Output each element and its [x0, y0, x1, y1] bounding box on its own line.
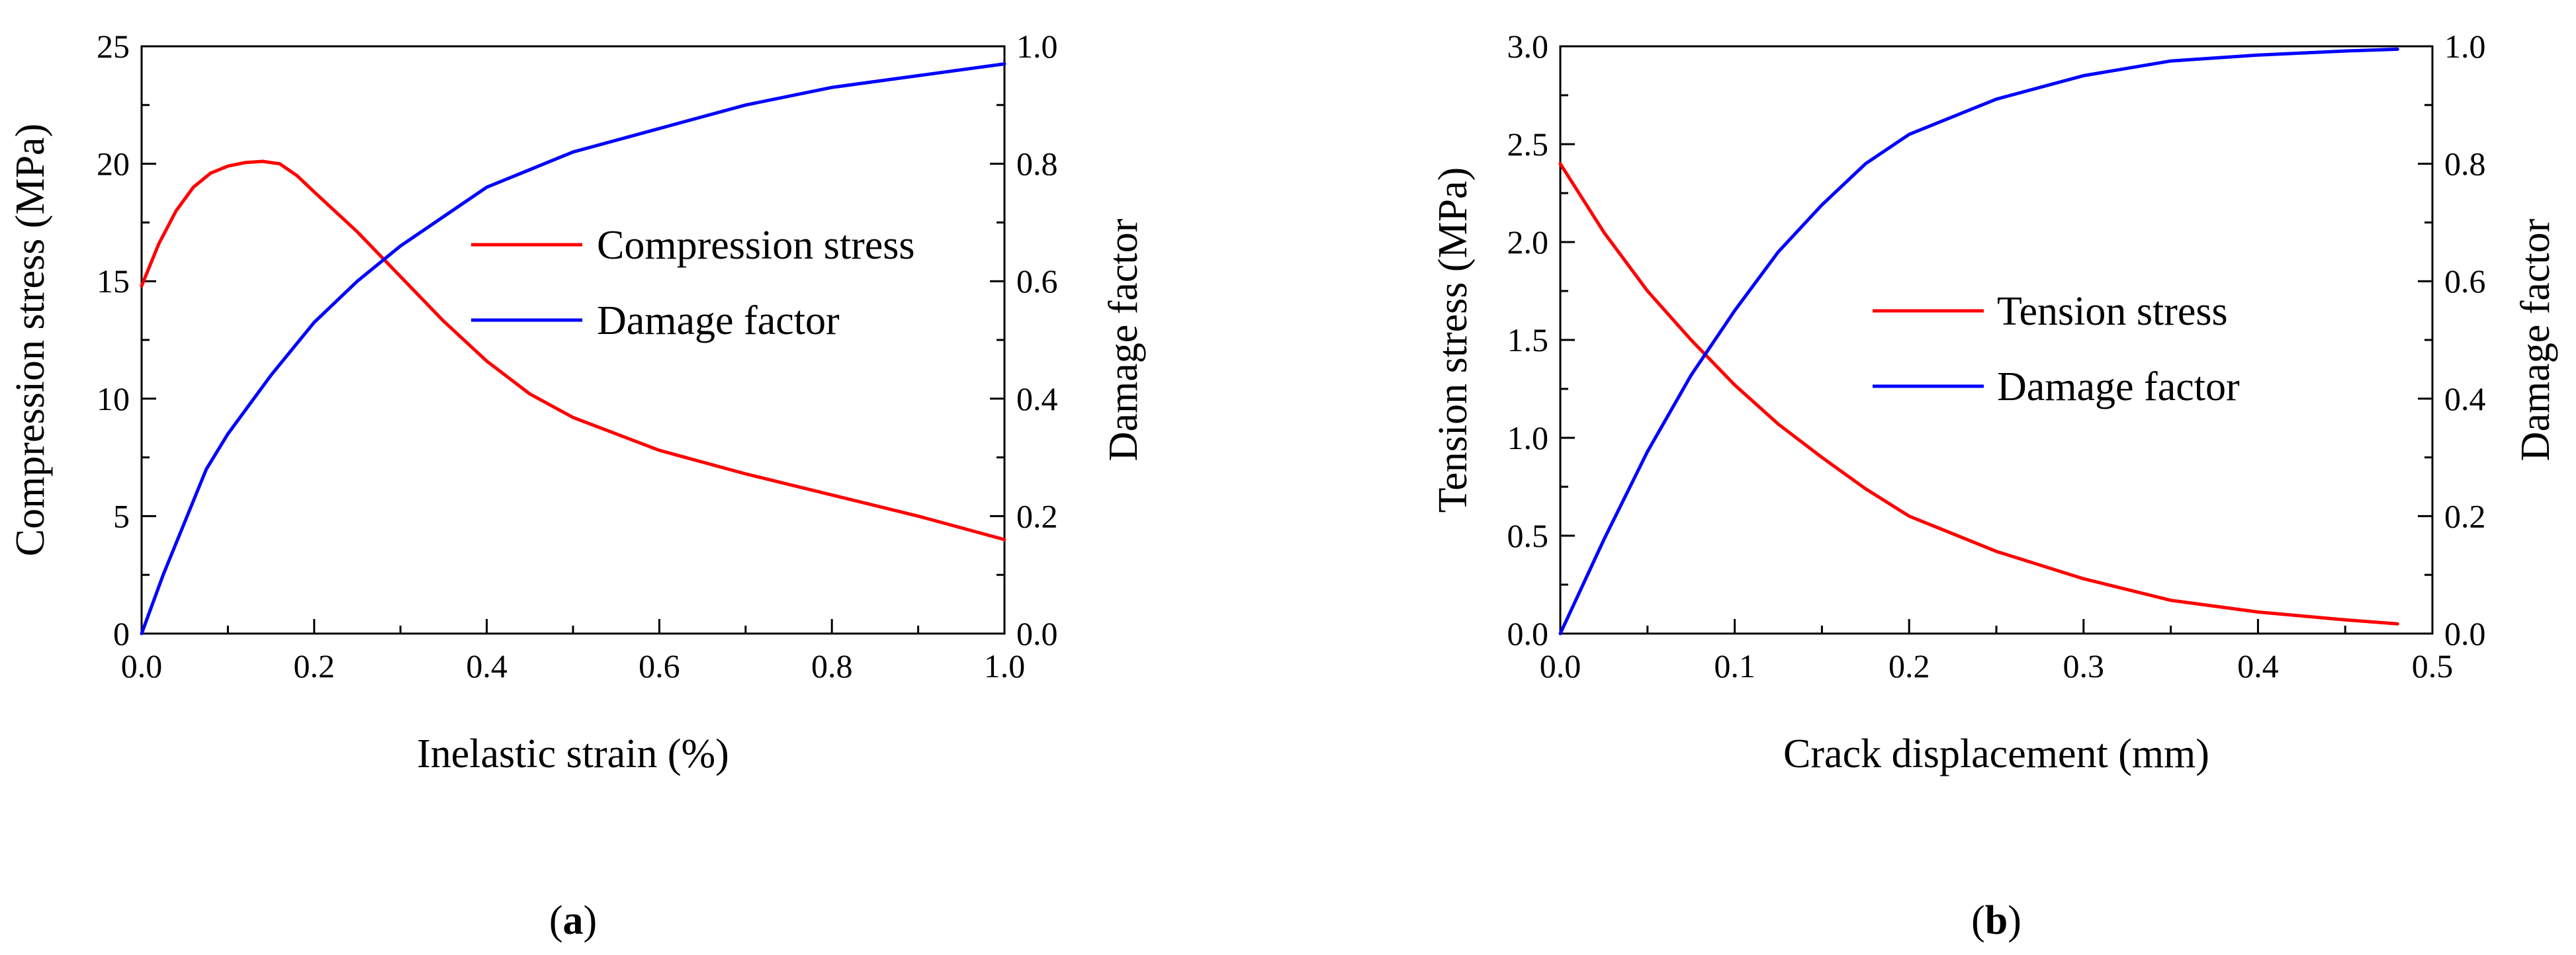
y-tick-label: 2.0 — [1507, 224, 1549, 261]
y-tick-label: 2.5 — [1507, 126, 1549, 163]
panel-a-caption-close: ) — [584, 898, 598, 943]
y2-tick-label: 0.6 — [1016, 263, 1058, 300]
panel-a-series — [140, 62, 1006, 636]
panel-b-legend: Tension stress Damage factor — [1873, 289, 2240, 409]
y-tick-label: 1.5 — [1507, 321, 1549, 358]
y2-tick-label: 0.4 — [1016, 380, 1058, 417]
panel-b-legend-label-damage: Damage factor — [1997, 364, 2240, 409]
panel-a-y-ticks: 0 5 10 15 20 25 — [97, 28, 156, 652]
y2-tick-label: 0.0 — [1016, 615, 1058, 652]
x-tick-label: 0.4 — [2237, 647, 2279, 685]
y-tick-label: 20 — [97, 145, 130, 183]
x-tick-label: 0.1 — [1714, 647, 1755, 685]
y-tick-label: 10 — [97, 380, 130, 417]
y-tick-label: 0.0 — [1507, 615, 1549, 652]
y-tick-label: 0 — [113, 615, 130, 652]
panel-b-legend-label-tension: Tension stress — [1997, 289, 2228, 334]
x-tick-label: 1.0 — [984, 647, 1026, 685]
y-tick-label: 5 — [113, 497, 130, 534]
y2-tick-label: 0.2 — [1016, 497, 1058, 534]
y-tick-label: 1.0 — [1507, 419, 1549, 456]
panel-a-y2-axis-label: Damage factor — [1101, 218, 1146, 461]
x-tick-label: 0.0 — [1540, 647, 1581, 685]
panel-b-y-ticks: 0.0 0.5 1.0 1.5 2.0 2.5 3.0 — [1507, 28, 1575, 652]
panel-a-legend: Compression stress Damage factor — [471, 223, 915, 343]
x-tick-label: 0.3 — [2063, 647, 2105, 685]
panel-b-caption: (b) — [1971, 898, 2021, 943]
x-tick-label: 0.5 — [2412, 647, 2454, 685]
x-tick-label: 0.4 — [466, 647, 508, 685]
panel-a-caption-letter: a — [563, 898, 584, 943]
panel-a-y2-ticks: 0.0 0.2 0.4 0.6 0.8 1.0 — [990, 28, 1058, 652]
panel-b-caption-letter: b — [1985, 898, 2008, 943]
panel-a-caption: (a) — [549, 898, 597, 943]
y2-tick-label: 0.4 — [2444, 380, 2486, 417]
panel-a-plot-frame — [140, 45, 1006, 635]
y2-tick-label: 1.0 — [2444, 28, 2486, 65]
x-tick-label: 0.6 — [639, 647, 680, 685]
panel-b-x-ticks: 0.0 0.1 0.2 0.3 0.4 0.5 — [1540, 619, 2454, 685]
panel-b-y-axis-label: Tension stress (MPa) — [1431, 167, 1476, 513]
panel-b-series — [1558, 47, 2399, 636]
panel-b-y2-axis-label: Damage factor — [2513, 218, 2558, 461]
y-tick-label: 0.5 — [1507, 517, 1549, 554]
panel-b-x-axis-label: Crack displacement (mm) — [1783, 731, 2209, 776]
y-tick-label: 25 — [97, 28, 130, 65]
panel-a-x-axis-label: Inelastic strain (%) — [417, 731, 729, 776]
y2-tick-label: 0.8 — [2444, 145, 2486, 183]
panel-a-caption-open: ( — [549, 898, 563, 943]
y2-tick-label: 0.2 — [2444, 497, 2486, 534]
panel-a-x-ticks: 0.0 0.2 0.4 0.6 0.8 1.0 — [121, 619, 1026, 685]
x-tick-label: 0.8 — [811, 647, 853, 685]
panel-b: 0.0 0.1 0.2 0.3 0.4 0.5 0.00.51.01.52.02.53.0… — [1431, 28, 2558, 943]
y-tick-label: 15 — [97, 263, 130, 300]
x-tick-label: 0.2 — [294, 647, 335, 685]
panel-a-legend-label-damage: Damage factor — [597, 298, 840, 343]
y2-tick-label: 0.0 — [2444, 615, 2486, 652]
panel-b-caption-close: ) — [2008, 898, 2021, 943]
series-line-stress — [1558, 162, 2399, 626]
panel-b-y2-ticks: 0.0 0.2 0.4 0.6 0.8 1.0 — [2418, 28, 2486, 652]
panel-a-y-axis-label: Compression stress (MPa) — [8, 124, 53, 556]
panel-b-caption-open: ( — [1971, 898, 1985, 943]
panel-a-legend-label-compression: Compression stress — [597, 223, 915, 268]
x-tick-label: 0.2 — [1888, 647, 1930, 685]
y2-tick-label: 0.6 — [2444, 263, 2486, 300]
y-tick-label: 3.0 — [1507, 28, 1549, 65]
y2-tick-label: 0.8 — [1016, 145, 1058, 183]
series-line-damage-factor — [1558, 47, 2399, 636]
y2-tick-label: 1.0 — [1016, 28, 1058, 65]
series-line-stress — [140, 159, 1006, 542]
x-tick-label: 0.0 — [121, 647, 163, 685]
series-line-damage-factor — [140, 62, 1006, 636]
